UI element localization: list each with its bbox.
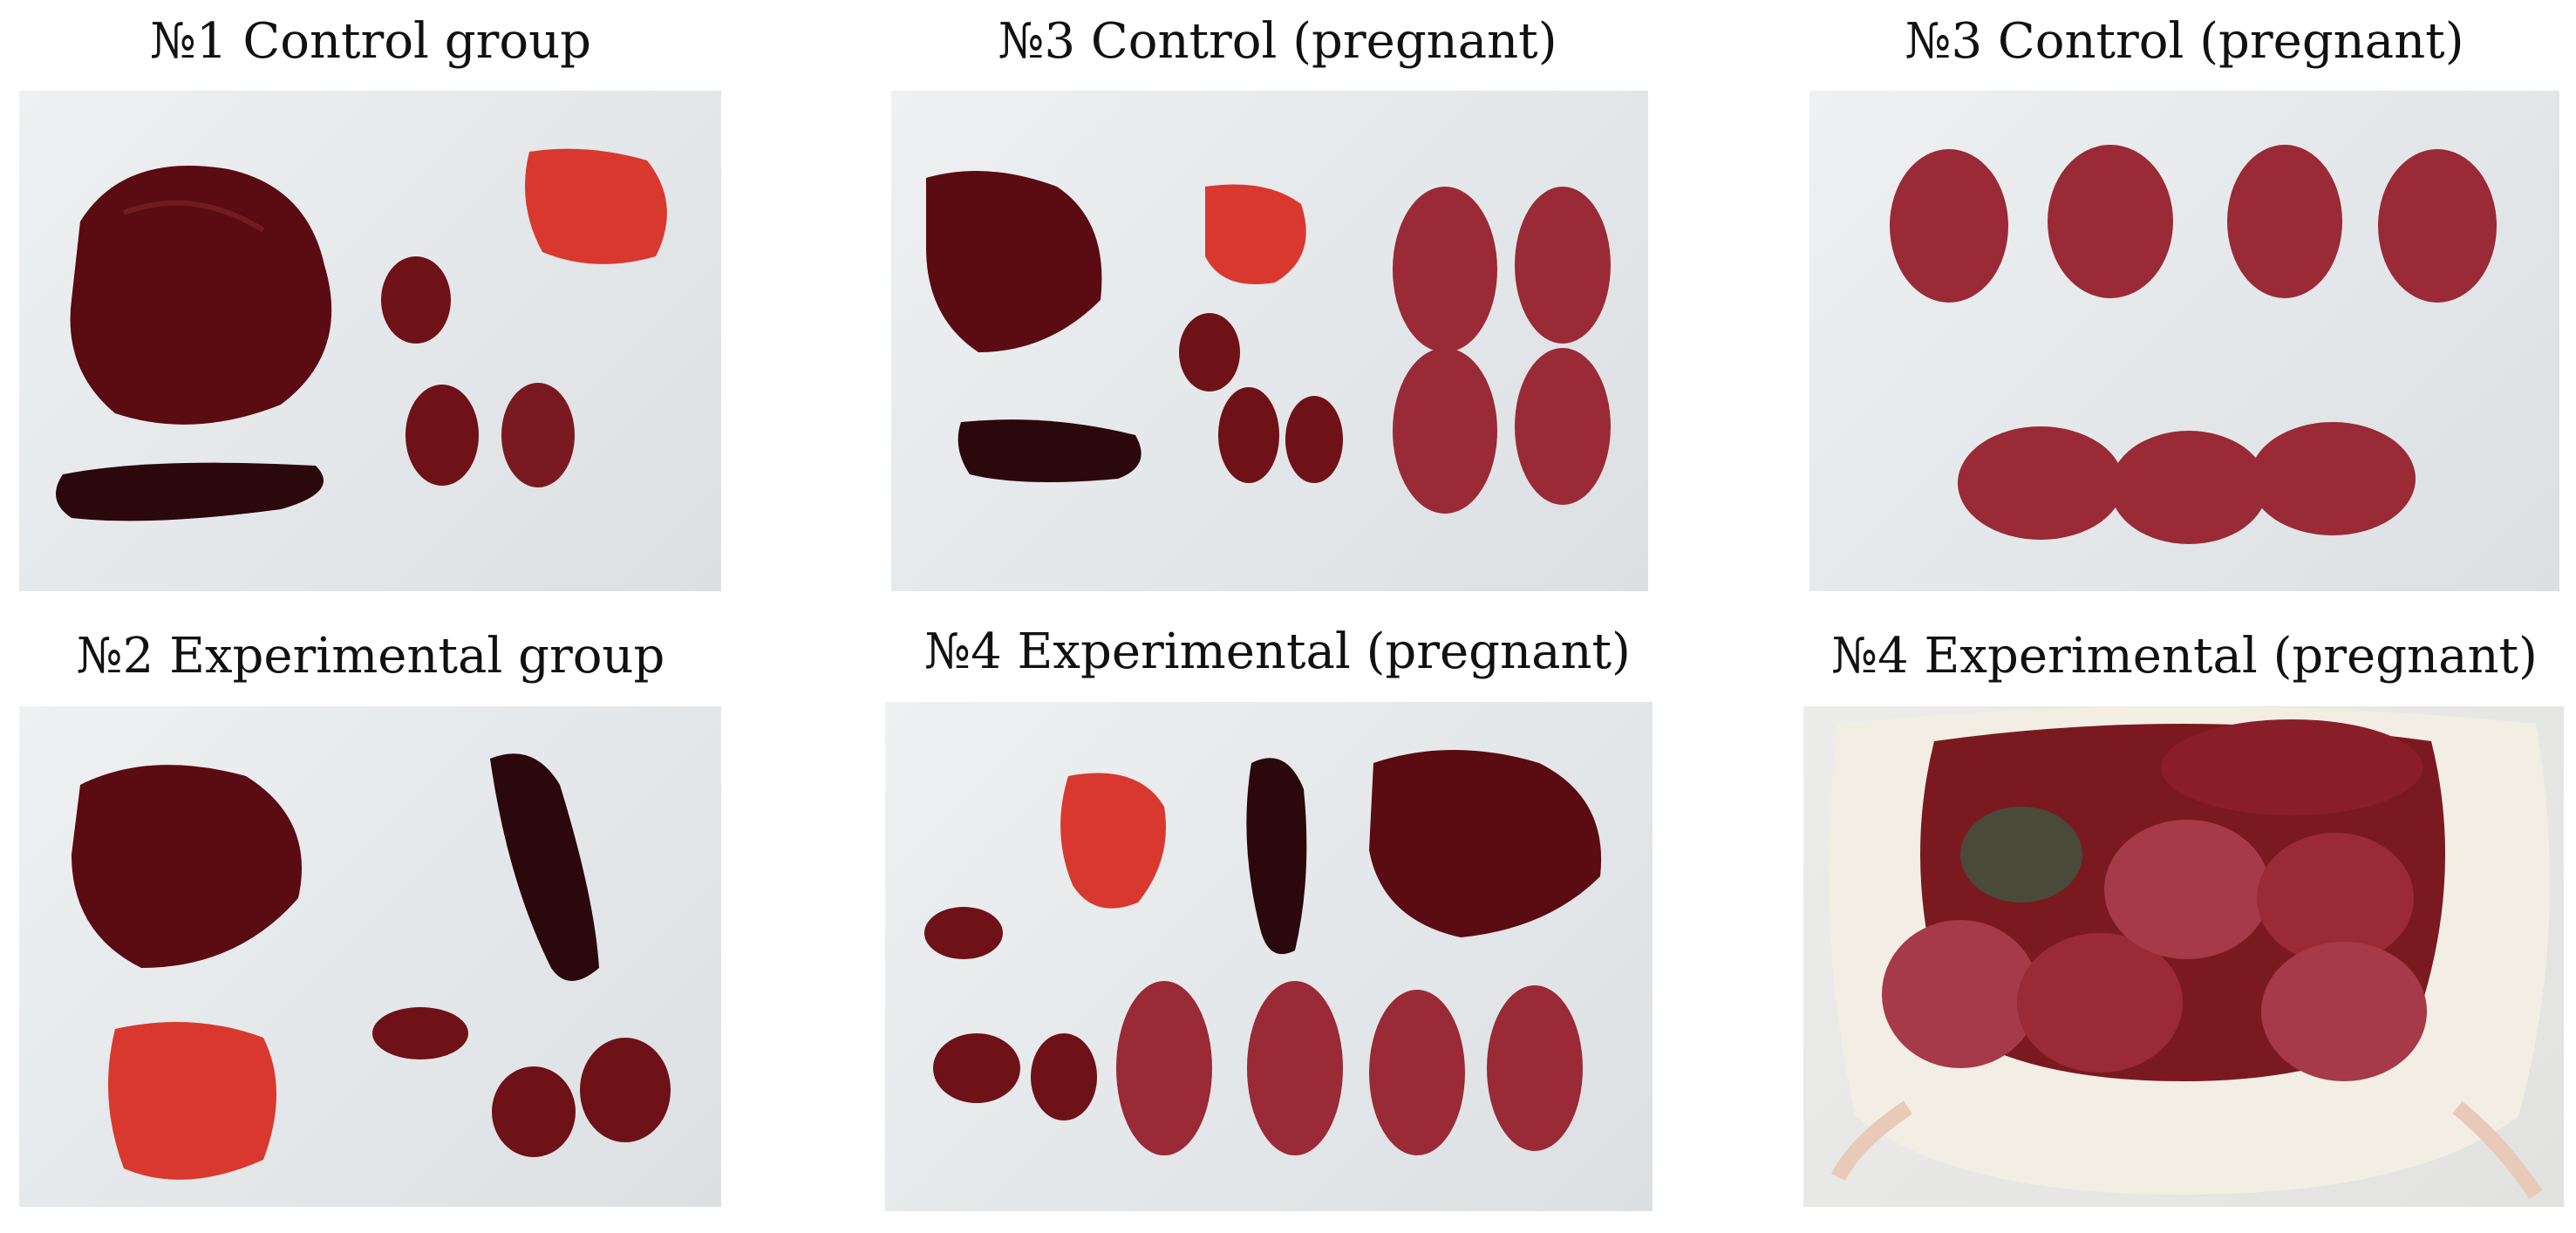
mouse-leg xyxy=(1830,1100,1912,1182)
photo-control-pregnant-fetuses xyxy=(1809,91,2559,591)
kidney xyxy=(405,385,479,486)
liver xyxy=(926,171,1102,352)
kidney xyxy=(492,1066,576,1157)
fetus xyxy=(2261,942,2427,1081)
fetus xyxy=(1515,348,1611,505)
caption-experimental-pregnant-1: №4 Experimental (pregnant) xyxy=(924,623,1631,680)
caption-experimental-group: №2 Experimental group xyxy=(76,628,665,685)
fetus xyxy=(2378,149,2497,303)
liver xyxy=(2161,719,2423,815)
kidney xyxy=(372,1007,468,1059)
fetus xyxy=(2110,431,2267,544)
kidney xyxy=(1285,396,1343,483)
liver xyxy=(70,166,332,425)
fetus xyxy=(2257,833,2414,964)
lung xyxy=(525,148,667,264)
kidney xyxy=(924,907,1003,959)
fetus xyxy=(1369,990,1465,1155)
photo-experimental-pregnant-organs xyxy=(885,702,1653,1211)
photo-control-pregnant-organs xyxy=(891,91,1648,591)
lung xyxy=(108,1022,276,1180)
lung xyxy=(1205,184,1306,284)
caption-control-pregnant-1: №3 Control (pregnant) xyxy=(998,13,1557,70)
mouse-leg xyxy=(2452,1100,2543,1199)
photo-control-group-organs xyxy=(19,91,721,591)
spleen xyxy=(490,753,599,981)
fetus xyxy=(1487,985,1583,1151)
kidney xyxy=(501,383,575,487)
spleen xyxy=(957,419,1141,482)
lung xyxy=(1060,773,1166,909)
fetus xyxy=(2048,145,2173,298)
fetus xyxy=(1958,426,2123,540)
caption-experimental-pregnant-2: №4 Experimental (pregnant) xyxy=(1831,628,2538,685)
caption-control-group: №1 Control group xyxy=(150,13,591,70)
photo-experimental-pregnant-dissection xyxy=(1803,706,2564,1207)
liver xyxy=(1369,750,1602,937)
kidney xyxy=(1031,1033,1097,1121)
fetus xyxy=(2104,820,2270,959)
fetus xyxy=(2017,933,2183,1073)
spleen xyxy=(1246,758,1307,955)
kidney xyxy=(1179,313,1240,392)
fetus xyxy=(1393,348,1497,514)
photo-experimental-group-organs xyxy=(19,706,721,1207)
fetus xyxy=(1882,920,2039,1068)
fetus xyxy=(1247,981,1343,1155)
fetus xyxy=(1890,149,2008,303)
fetus xyxy=(2227,145,2342,298)
kidney xyxy=(580,1038,671,1142)
kidney xyxy=(1218,387,1279,483)
kidney xyxy=(933,1033,1020,1103)
fetus xyxy=(1393,187,1497,352)
caption-control-pregnant-2: №3 Control (pregnant) xyxy=(1905,13,2464,70)
spleen xyxy=(56,462,324,521)
fetus xyxy=(1515,187,1611,344)
intestine xyxy=(1960,807,2082,903)
liver xyxy=(72,765,302,968)
fetus xyxy=(2250,422,2416,535)
fetus xyxy=(1116,981,1212,1155)
kidney xyxy=(381,256,451,344)
